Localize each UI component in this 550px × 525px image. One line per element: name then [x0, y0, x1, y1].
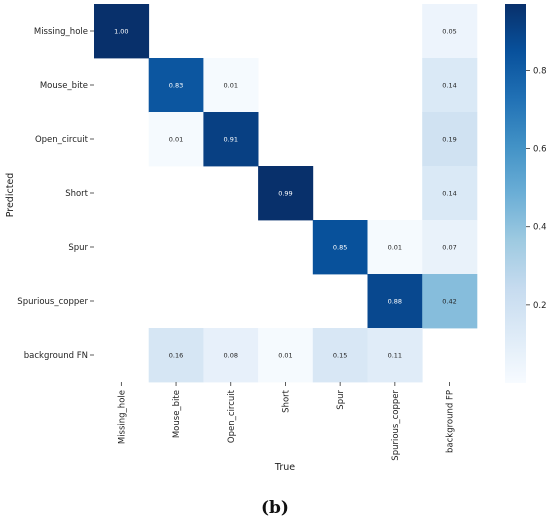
heatmap-cell	[148, 328, 204, 383]
x-tick-label: background FP	[446, 390, 456, 453]
colorbar-tick-label: 0.6	[533, 145, 547, 155]
heatmap-cell	[312, 328, 368, 383]
cell-value-label: 0.91	[224, 136, 238, 144]
heatmap-cell	[203, 58, 259, 113]
cell-value-label: 0.01	[224, 82, 238, 90]
heatmap-cell	[422, 58, 478, 113]
cell-value-label: 0.16	[169, 352, 183, 360]
heatmap-cell	[203, 112, 259, 167]
cell-value-label: 0.01	[278, 352, 292, 360]
cell-value-label: 0.15	[333, 352, 347, 360]
heatmap-cell	[367, 274, 423, 329]
heatmap-cell	[422, 274, 478, 329]
cell-value-label: 0.01	[169, 136, 183, 144]
heatmap-cell	[367, 220, 423, 275]
colorbar	[505, 4, 526, 383]
y-tick-label: Mouse_bite	[40, 81, 88, 91]
x-tick-label: Spurious_copper	[391, 390, 401, 461]
heatmap-cell	[148, 58, 204, 113]
caption-text: (b)	[261, 498, 289, 518]
cell-value-label: 0.11	[388, 352, 402, 360]
cell-value-label: 0.42	[442, 298, 456, 306]
heatmap-cell	[422, 166, 478, 221]
heatmap-cell	[367, 328, 423, 383]
heatmap-cell	[312, 220, 368, 275]
x-tick-label: Missing_hole	[117, 390, 127, 444]
cell-value-label: 0.85	[333, 244, 347, 252]
heatmap-cell	[422, 220, 478, 275]
cell-value-label: 0.88	[388, 298, 402, 306]
y-tick-label: Missing_hole	[34, 27, 88, 37]
cell-value-label: 0.19	[442, 136, 456, 144]
heatmap-cell	[258, 328, 314, 383]
cell-value-label: 0.83	[169, 82, 183, 90]
x-tick-label: Mouse_bite	[172, 390, 182, 438]
y-tick-label: Spur	[68, 243, 88, 253]
y-tick-label: Spurious_copper	[17, 297, 88, 307]
colorbar-tick-label: 0.8	[533, 66, 547, 76]
heatmap-cell	[94, 4, 150, 59]
cell-value-label: 0.08	[224, 352, 238, 360]
x-tick-label: Open_circuit	[227, 389, 237, 443]
cell-value-label: 0.14	[442, 82, 456, 90]
cell-value-label: 0.05	[442, 28, 456, 36]
cell-value-label: 1.00	[114, 28, 128, 36]
y-tick-label: background FN	[24, 351, 88, 361]
cell-value-label: 0.01	[388, 244, 402, 252]
y-axis-label: Predicted	[5, 173, 16, 218]
y-tick-label: Open_circuit	[35, 135, 89, 145]
heatmap-cell	[148, 112, 204, 167]
cell-value-label: 0.14	[442, 190, 456, 198]
figure-caption: (b)	[0, 498, 550, 518]
cell-value-label: 0.99	[278, 190, 292, 198]
heatmap-cell	[422, 4, 478, 59]
heatmap-cell	[422, 112, 478, 167]
x-axis-label: True	[274, 462, 295, 473]
x-tick-label: Short	[281, 389, 291, 412]
colorbar-tick-label: 0.4	[533, 223, 547, 233]
heatmap-cell	[258, 166, 314, 221]
heatmap-cell	[203, 328, 259, 383]
x-tick-label: Spur	[336, 390, 346, 410]
cell-value-label: 0.07	[442, 244, 456, 252]
y-tick-label: Short	[65, 189, 88, 199]
colorbar-tick-label: 0.2	[533, 301, 547, 311]
